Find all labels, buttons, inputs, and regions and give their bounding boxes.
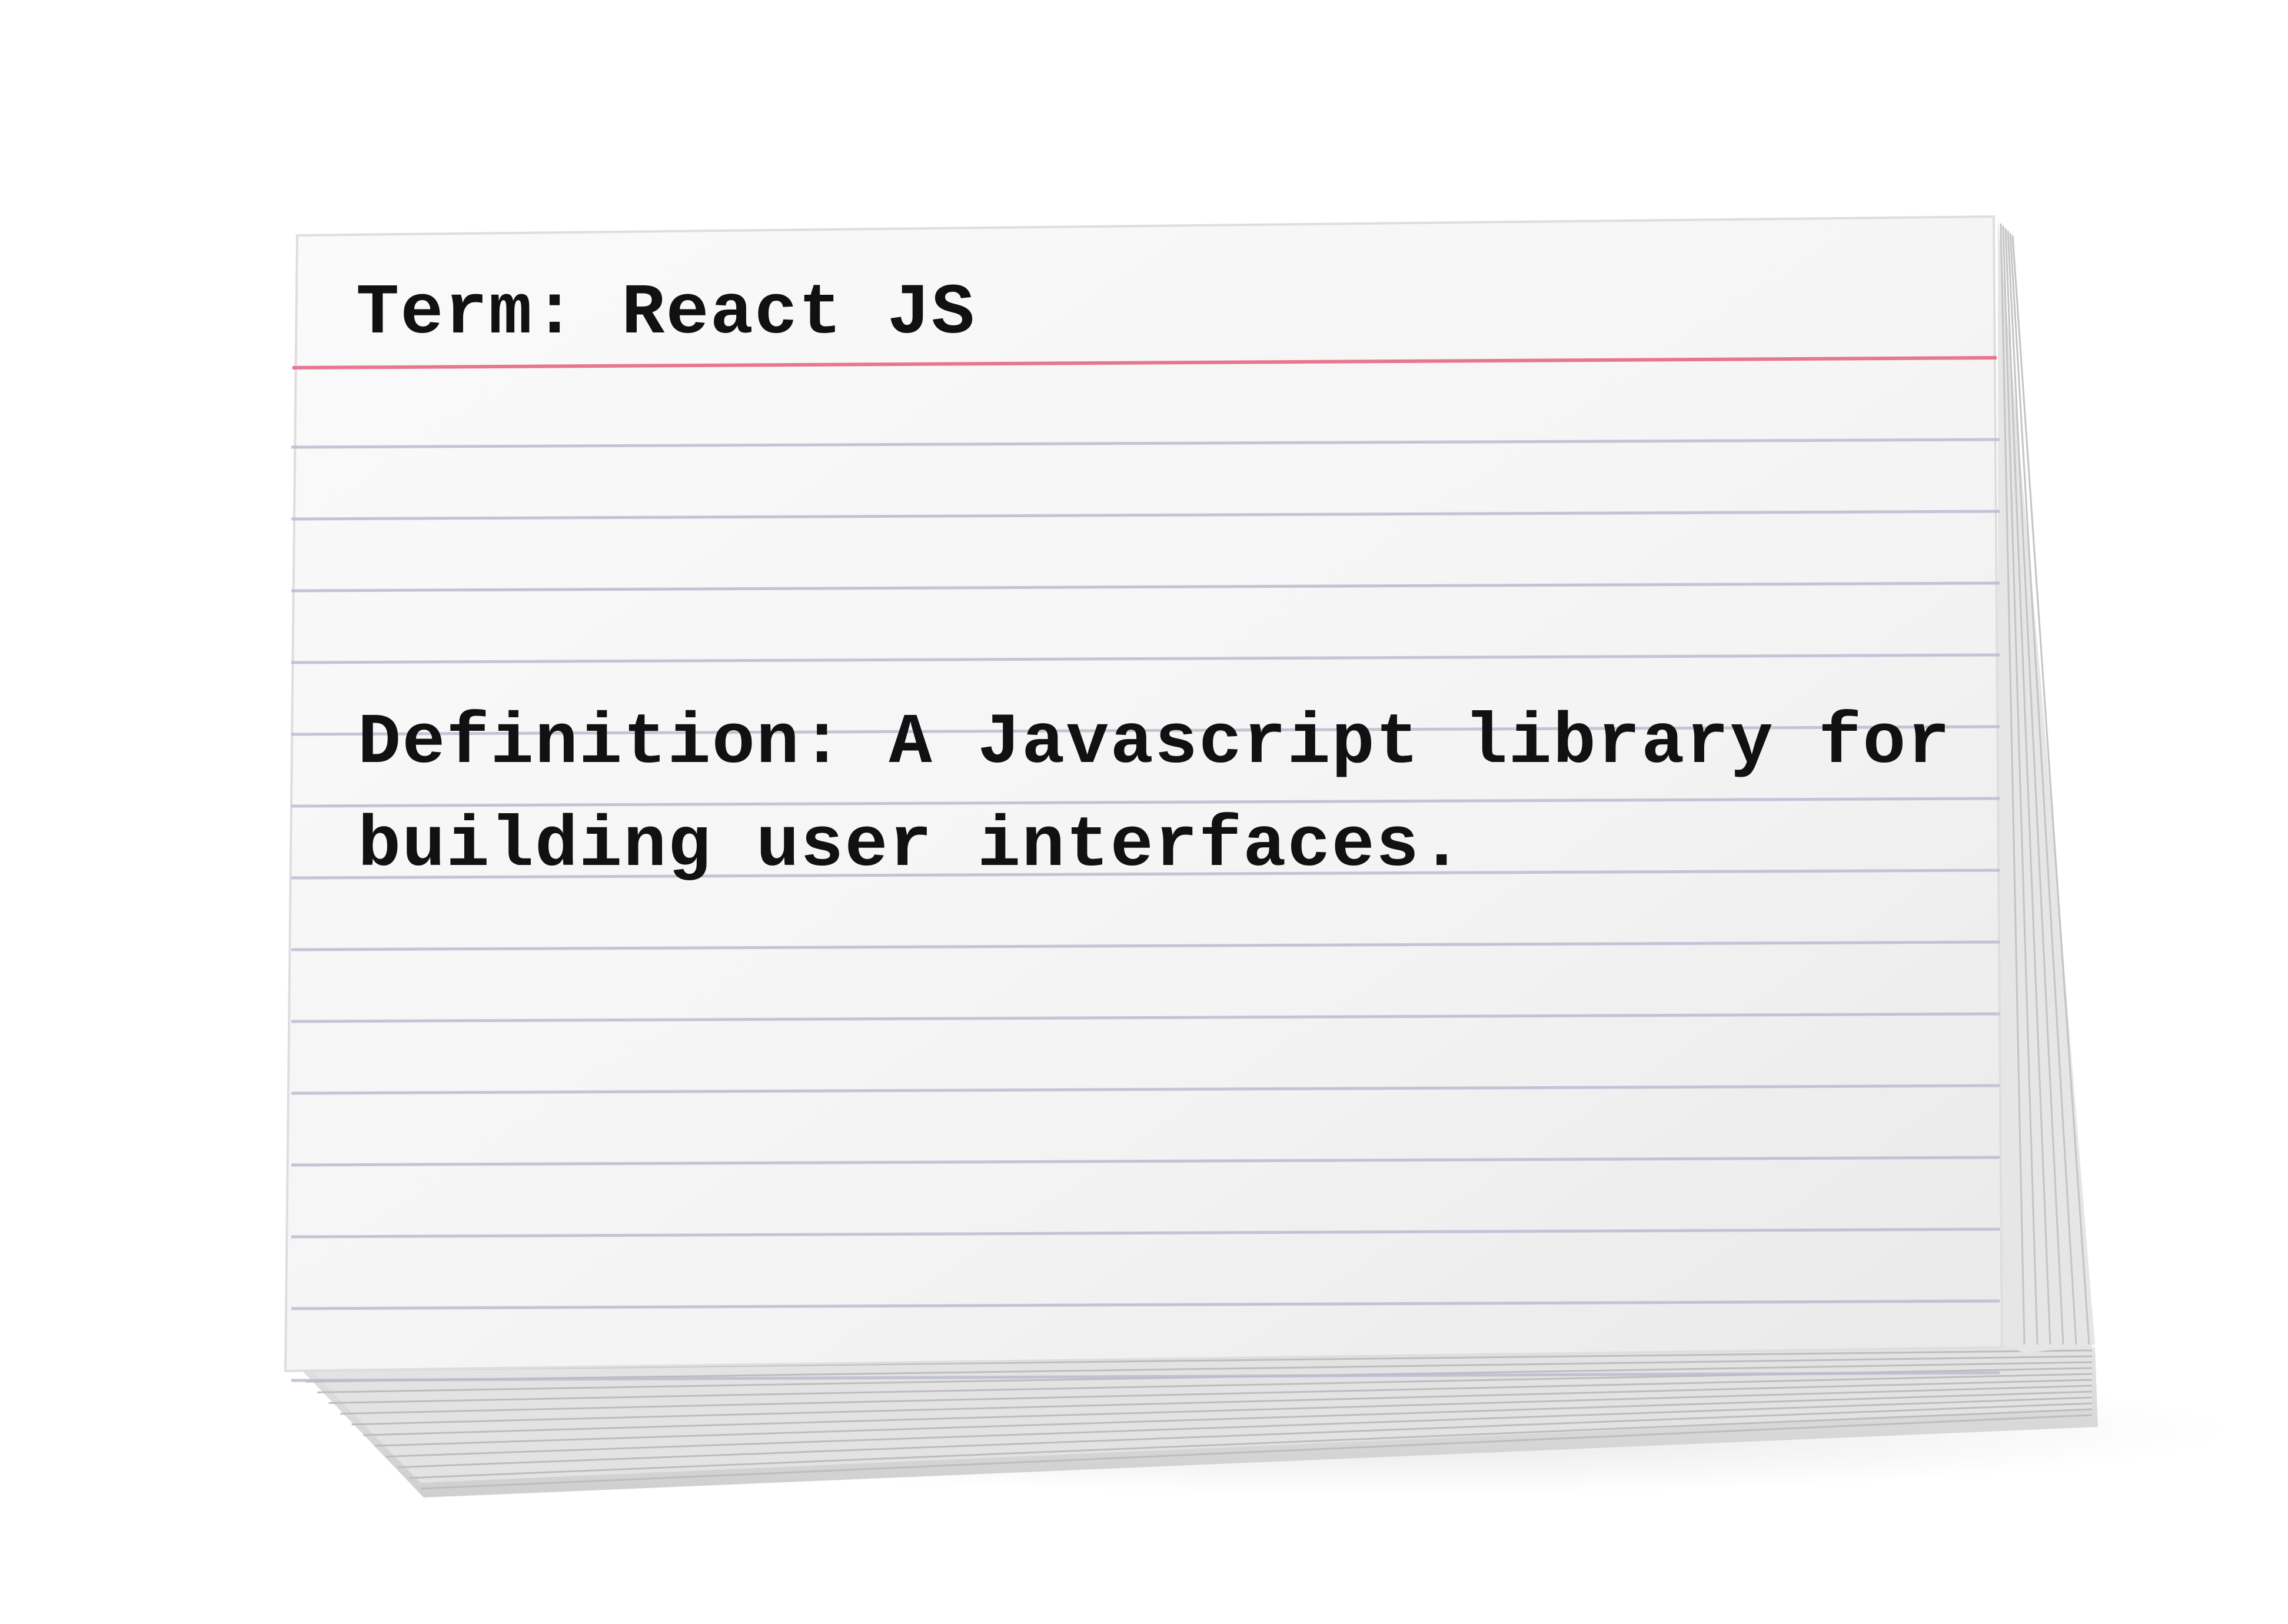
stack-edge-line — [305, 1355, 2093, 1383]
stack-edge-line — [420, 1414, 2093, 1490]
ruled-line — [291, 940, 2000, 951]
stack-edge-line — [397, 1402, 2093, 1469]
ruled-line — [291, 1371, 2000, 1382]
ruled-line — [291, 1012, 2000, 1023]
stack-side-line — [2000, 223, 2026, 1345]
stack-edges — [285, 217, 2098, 1497]
stack-edge-line — [374, 1390, 2093, 1447]
stack-edge-line — [386, 1396, 2093, 1457]
stack-side-line — [2007, 230, 2064, 1345]
stack-edge-line — [363, 1385, 2093, 1436]
ruled-line — [291, 1084, 2000, 1095]
ruled-line — [291, 797, 2000, 808]
term-text: Term: React JS — [356, 272, 976, 354]
ruled-line — [291, 438, 2000, 449]
stack-edge-line — [351, 1379, 2093, 1426]
ruled-line — [291, 510, 2000, 521]
ruled-line — [291, 1227, 2000, 1239]
stack-side-line — [2004, 228, 2051, 1345]
stack-edge-line — [409, 1408, 2093, 1479]
ruled-line — [291, 1299, 2000, 1310]
definition-text: Definition: A Javascript library for bui… — [358, 691, 1951, 897]
ruled-lines — [291, 438, 2000, 1382]
stack-edge-line — [340, 1373, 2093, 1415]
definition-line-2: building user interfaces. — [358, 805, 1465, 887]
top-card — [284, 215, 2004, 1373]
ruled-line — [291, 868, 2000, 880]
ruled-line — [291, 581, 2000, 593]
header-rule — [292, 356, 1997, 370]
stack-side-line — [2002, 225, 2038, 1345]
definition-line-1: Definition: A Javascript library for — [358, 702, 1951, 784]
stack-side-line — [2011, 235, 2090, 1345]
ruled-line — [291, 725, 2000, 736]
ruled-line — [291, 653, 2000, 664]
stack-side-line — [2009, 232, 2077, 1345]
ruled-line — [291, 1156, 2000, 1167]
